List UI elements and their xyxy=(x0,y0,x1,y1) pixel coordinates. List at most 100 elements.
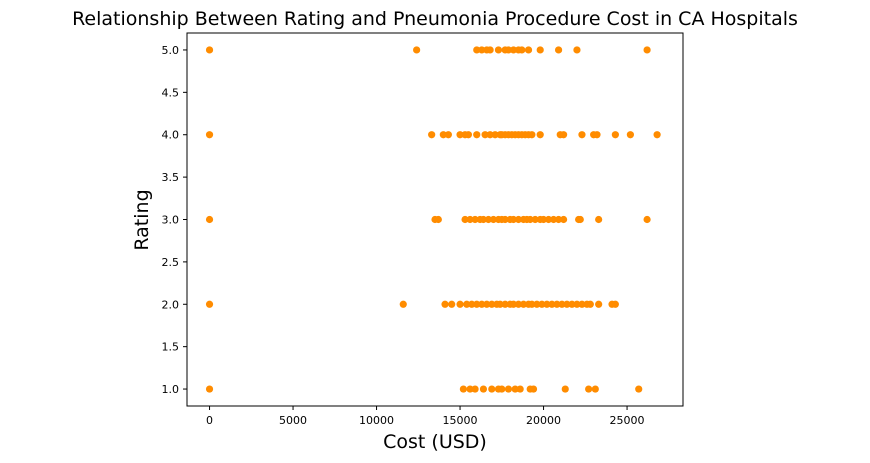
y-tick-label: 2.5 xyxy=(162,256,180,269)
data-point xyxy=(428,131,436,139)
chart-title: Relationship Between Rating and Pneumoni… xyxy=(72,8,798,30)
y-tick-label: 1.0 xyxy=(162,383,180,396)
y-tick-label: 4.0 xyxy=(162,129,180,142)
data-point xyxy=(536,46,544,54)
data-point xyxy=(486,46,494,54)
data-point xyxy=(479,385,488,393)
data-point xyxy=(514,215,523,224)
data-point xyxy=(568,300,576,308)
data-point xyxy=(459,385,467,393)
data-point xyxy=(491,131,499,139)
data-point xyxy=(466,215,474,224)
data-point xyxy=(524,46,533,54)
x-tick-label: 10000 xyxy=(359,414,394,427)
data-point xyxy=(488,300,496,308)
data-point xyxy=(205,300,214,308)
data-point xyxy=(489,215,498,224)
data-point xyxy=(205,215,214,224)
data-point xyxy=(479,215,488,224)
data-point xyxy=(441,300,449,308)
data-point xyxy=(536,131,544,139)
data-point xyxy=(468,300,476,308)
data-point xyxy=(586,300,594,308)
data-point xyxy=(504,385,513,393)
data-point xyxy=(434,215,442,224)
data-point xyxy=(509,215,518,224)
data-point xyxy=(464,131,473,139)
data-point xyxy=(205,385,214,393)
y-tick-label: 4.5 xyxy=(162,86,180,99)
data-point xyxy=(486,131,494,139)
data-point xyxy=(501,300,509,308)
data-point xyxy=(643,215,651,224)
data-point xyxy=(456,300,464,308)
data-point xyxy=(635,385,643,393)
y-tick-label: 3.5 xyxy=(162,171,180,184)
data-point xyxy=(478,46,486,54)
data-point xyxy=(498,385,506,393)
data-point xyxy=(595,215,603,224)
x-tick-label: 5000 xyxy=(279,414,307,427)
data-point xyxy=(538,300,546,308)
data-point xyxy=(573,300,581,308)
plot-area xyxy=(186,32,684,407)
x-tick-label: 25000 xyxy=(610,414,645,427)
data-point xyxy=(488,385,496,393)
data-point xyxy=(561,385,569,393)
data-point xyxy=(516,385,524,393)
data-point xyxy=(439,131,447,139)
data-point xyxy=(593,131,601,139)
data-point xyxy=(559,131,568,139)
data-point xyxy=(595,300,603,308)
data-point xyxy=(473,131,481,139)
data-point xyxy=(576,215,584,224)
data-point xyxy=(484,215,493,224)
y-axis: 1.0 1.5 2.0 2.5 3.0 3.5 4.0 4.5 5.0 xyxy=(162,44,187,396)
data-point xyxy=(526,215,534,224)
y-tick-label: 2.0 xyxy=(162,298,180,311)
data-point xyxy=(528,131,536,139)
data-point xyxy=(456,131,464,139)
data-point xyxy=(478,300,486,308)
data-point xyxy=(399,300,407,308)
x-tick-label: 0 xyxy=(206,414,213,427)
data-point xyxy=(578,131,586,139)
y-axis-label: Rating xyxy=(131,189,153,250)
data-point xyxy=(543,300,551,308)
y-tick-label: 3.0 xyxy=(162,214,180,227)
data-point xyxy=(554,46,563,54)
data-point xyxy=(548,300,556,308)
data-point xyxy=(643,46,651,54)
data-point xyxy=(466,385,474,393)
data-point xyxy=(444,131,452,139)
data-point xyxy=(514,300,523,308)
data-point xyxy=(496,300,504,308)
data-point xyxy=(481,131,489,139)
data-point xyxy=(563,300,571,308)
data-point xyxy=(611,131,619,139)
data-point xyxy=(549,215,558,224)
data-point xyxy=(528,300,536,308)
data-point xyxy=(471,385,479,393)
data-point xyxy=(585,385,593,393)
data-point xyxy=(463,300,471,308)
data-point xyxy=(461,215,469,224)
points-layer xyxy=(205,46,661,393)
data-point xyxy=(448,300,456,308)
data-point xyxy=(611,300,619,308)
data-point xyxy=(501,215,509,224)
y-tick-label: 1.5 xyxy=(162,341,180,354)
data-point xyxy=(558,300,566,308)
data-point xyxy=(205,46,214,54)
data-point xyxy=(539,215,548,224)
data-point xyxy=(494,46,503,54)
data-point xyxy=(554,215,563,224)
data-point xyxy=(591,385,599,393)
data-point xyxy=(529,385,538,393)
data-point xyxy=(626,131,634,139)
x-axis: 0 5000 10000 15000 20000 25000 xyxy=(206,406,645,427)
data-point xyxy=(473,46,481,54)
data-point xyxy=(553,300,561,308)
data-point xyxy=(471,215,479,224)
